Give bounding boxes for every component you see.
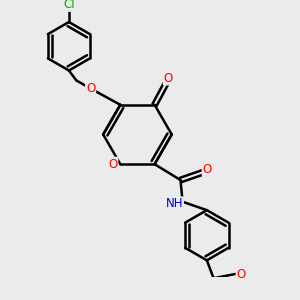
Text: NH: NH bbox=[166, 197, 183, 210]
Text: Cl: Cl bbox=[63, 0, 75, 11]
Text: O: O bbox=[164, 71, 173, 85]
Text: O: O bbox=[236, 268, 246, 281]
Text: O: O bbox=[202, 163, 212, 176]
Text: O: O bbox=[108, 158, 117, 171]
Text: O: O bbox=[86, 82, 95, 95]
